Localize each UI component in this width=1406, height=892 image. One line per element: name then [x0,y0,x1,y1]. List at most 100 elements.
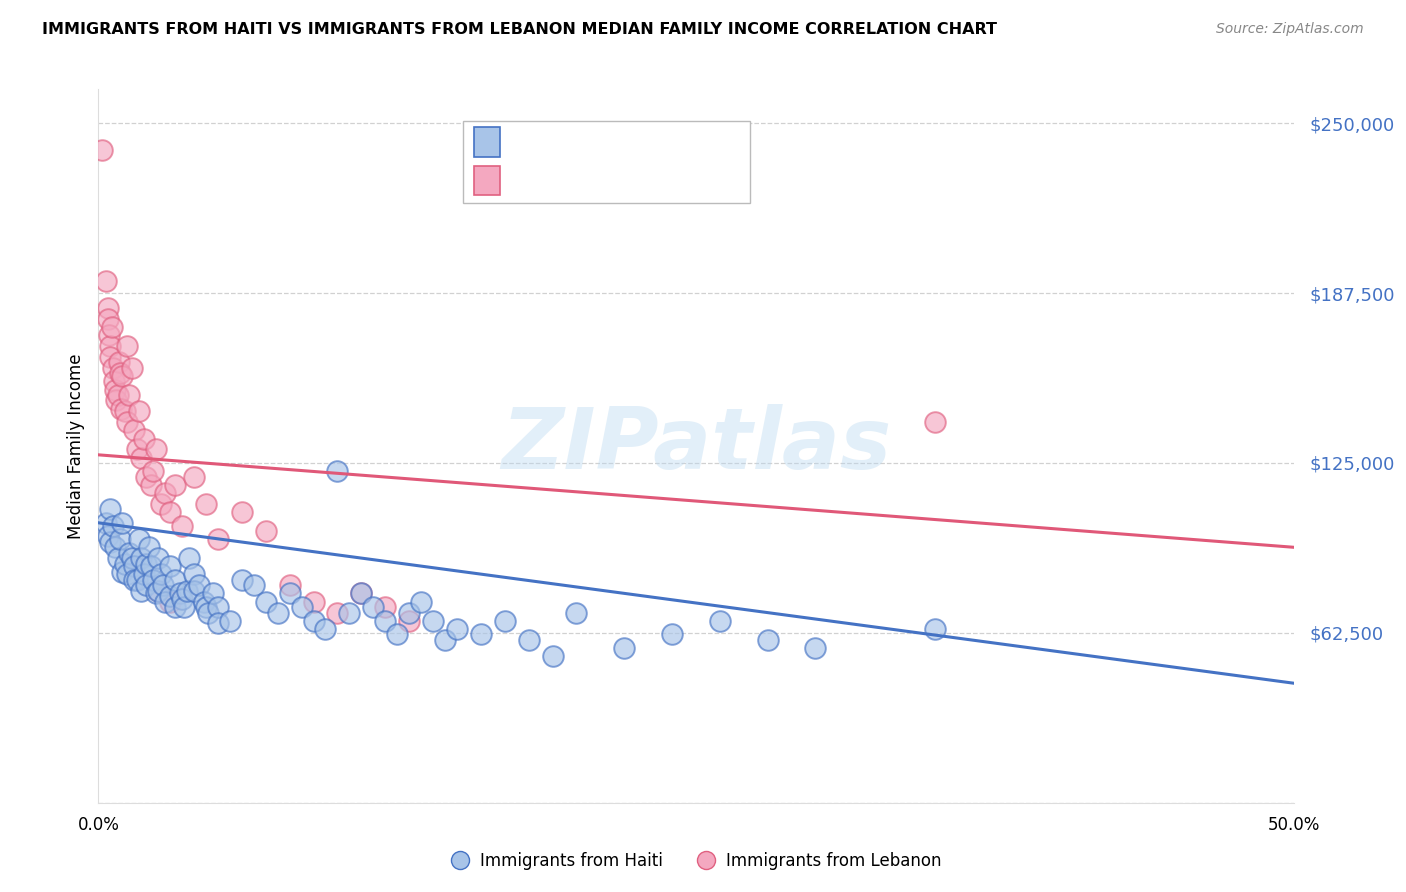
Point [121,360,143,375]
Point [163,600,186,615]
Point [98,534,122,549]
Point [422,614,444,628]
Point [231,505,253,519]
Point [104,383,127,397]
Point [804,640,827,655]
Point [446,622,468,636]
Point [709,614,731,628]
Point [97,529,120,543]
Point [142,464,165,478]
Point [132,432,155,446]
Point [193,594,215,608]
Point [194,600,217,615]
Point [176,583,198,598]
Point [350,586,373,600]
Point [139,477,162,491]
Point [565,606,588,620]
Point [924,415,946,429]
Text: R =  -0.136   N = 50: R = -0.136 N = 50 [512,173,666,188]
Point [172,591,194,606]
Point [108,532,131,546]
Point [411,594,433,608]
Point [152,578,174,592]
Point [661,627,683,641]
Point [142,573,165,587]
Point [278,586,301,600]
Text: ZIPatlas: ZIPatlas [501,404,891,488]
Legend: Immigrants from Haiti, Immigrants from Lebanon: Immigrants from Haiti, Immigrants from L… [443,846,949,877]
Point [139,559,162,574]
Text: IMMIGRANTS FROM HAITI VS IMMIGRANTS FROM LEBANON MEDIAN FAMILY INCOME CORRELATIO: IMMIGRANTS FROM HAITI VS IMMIGRANTS FROM… [42,22,997,37]
Point [98,328,121,343]
Point [100,320,122,334]
Point [207,532,229,546]
Point [159,594,181,608]
Point [183,567,205,582]
Point [114,404,136,418]
Point [94,516,117,530]
Point [302,594,325,608]
Point [337,606,360,620]
Point [207,600,229,615]
Point [924,622,946,636]
Point [97,312,120,326]
Point [172,518,194,533]
Point [98,339,122,353]
Point [278,578,301,592]
Point [108,366,131,380]
Point [118,388,141,402]
Point [131,551,153,566]
Point [173,600,195,615]
Point [135,557,157,571]
Point [385,627,409,641]
Point [111,369,134,384]
Point [374,600,396,615]
Point [163,477,186,491]
Point [110,401,132,416]
Point [398,606,420,620]
Point [326,464,349,478]
Point [254,524,277,538]
Point [115,415,138,429]
Point [148,583,170,598]
Point [91,144,114,158]
Point [207,616,229,631]
Point [131,450,153,465]
Point [326,606,349,620]
Point [103,375,125,389]
Point [163,573,186,587]
Point [101,518,124,533]
Point [148,583,170,598]
Point [132,567,155,582]
Point [115,567,138,582]
Point [254,594,277,608]
Point [350,586,373,600]
Point [179,551,201,566]
Point [315,622,337,636]
Point [374,614,396,628]
FancyBboxPatch shape [463,121,749,203]
Point [97,301,120,315]
Point [101,360,124,375]
Point [105,393,128,408]
Point [433,632,456,647]
Point [124,423,146,437]
Point [135,469,157,483]
Point [149,567,172,582]
Bar [474,166,501,195]
Point [187,578,209,592]
Point [231,573,253,587]
Point [98,502,122,516]
Point [267,606,290,620]
Point [169,586,191,600]
Point [128,404,150,418]
Point [145,442,167,457]
Point [183,469,205,483]
Point [470,627,492,641]
Point [219,614,242,628]
Point [125,442,148,457]
Text: Source: ZipAtlas.com: Source: ZipAtlas.com [1216,22,1364,37]
Point [148,551,170,566]
Point [128,532,150,546]
Point [242,578,264,592]
